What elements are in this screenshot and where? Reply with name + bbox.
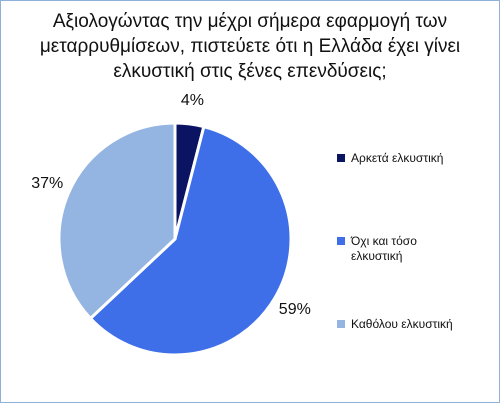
legend-swatch bbox=[337, 154, 345, 162]
legend-swatch bbox=[337, 320, 345, 328]
data-label: 4% bbox=[181, 92, 204, 109]
legend-item: Όχι και τόσο ελκυστική bbox=[337, 234, 467, 264]
legend-label: Αρκετά ελκυστική bbox=[351, 151, 444, 165]
data-label: 37% bbox=[31, 175, 63, 192]
chart-title: Αξιολογώντας την μέχρι σήμερα εφαρμογή τ… bbox=[39, 11, 461, 82]
legend-item: Καθόλου ελκυστική bbox=[337, 317, 467, 332]
data-label: 59% bbox=[279, 301, 311, 318]
legend-item: Αρκετά ελκυστική bbox=[337, 151, 467, 166]
legend-swatch bbox=[337, 237, 345, 245]
pie-slice bbox=[57, 121, 177, 321]
pie-slice bbox=[88, 124, 293, 357]
legend-label: Καθόλου ελκυστική bbox=[351, 317, 453, 331]
legend-label: Όχι και τόσο ελκυστική bbox=[351, 234, 417, 263]
